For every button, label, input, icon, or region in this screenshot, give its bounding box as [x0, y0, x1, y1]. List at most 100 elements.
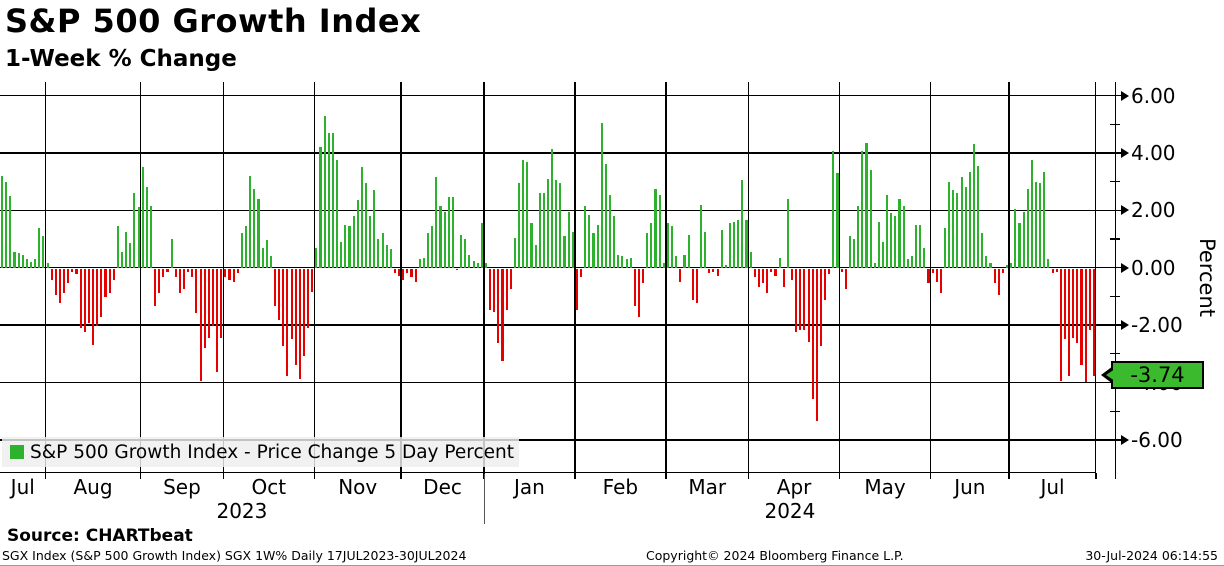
- gridline-horizontal: [0, 267, 1095, 269]
- bar: [472, 260, 475, 268]
- plot-area[interactable]: [0, 82, 1096, 473]
- gridline-vertical: [665, 82, 667, 472]
- bar: [695, 268, 698, 304]
- bar: [542, 193, 545, 268]
- bar: [373, 190, 376, 268]
- bar: [977, 165, 980, 268]
- x-axis-month-label: May: [864, 475, 906, 499]
- bar: [145, 187, 148, 268]
- bar: [778, 257, 781, 268]
- bar: [683, 254, 686, 268]
- bar: [815, 268, 818, 421]
- bar: [1076, 268, 1079, 344]
- bar: [1018, 223, 1021, 268]
- bar: [1039, 183, 1042, 268]
- bar: [952, 190, 955, 268]
- x-axis-month-label: Jul: [1040, 475, 1065, 499]
- bar: [406, 268, 409, 273]
- bar: [410, 268, 413, 278]
- bar: [873, 263, 876, 268]
- bar: [811, 268, 814, 400]
- bar: [981, 233, 984, 268]
- bar: [269, 256, 272, 268]
- y-axis-tick-arrow-icon: [1121, 205, 1129, 216]
- bar: [294, 268, 297, 365]
- bar: [1014, 208, 1017, 268]
- y-axis: 6.004.002.000.00-2.00-4.00-6.00: [1096, 82, 1224, 479]
- bar: [939, 268, 942, 294]
- bar: [608, 194, 612, 268]
- gridline-vertical: [1008, 82, 1010, 472]
- bar: [464, 239, 467, 268]
- bar: [728, 223, 732, 268]
- bar: [559, 183, 562, 268]
- bar: [398, 268, 401, 276]
- x-axis-tick: [139, 473, 142, 479]
- bar: [621, 256, 624, 268]
- gridline-vertical: [574, 82, 576, 472]
- bar: [704, 231, 707, 268]
- bar: [964, 187, 967, 268]
- bar: [580, 268, 583, 278]
- bar: [232, 268, 235, 282]
- x-axis-month-label: Jul: [10, 475, 35, 499]
- bar: [356, 200, 359, 268]
- bar: [108, 268, 111, 294]
- bar: [646, 233, 649, 268]
- legend-label: S&P 500 Growth Index - Price Change 5 Da…: [30, 441, 514, 463]
- bar: [832, 151, 835, 268]
- bar: [236, 268, 239, 273]
- bar: [708, 268, 711, 273]
- bar: [211, 268, 215, 327]
- bar: [613, 216, 616, 268]
- y-axis-tick: [1096, 439, 1122, 441]
- gridline-horizontal: [0, 94, 1095, 97]
- bar: [178, 268, 181, 294]
- bar: [290, 268, 293, 339]
- bar: [265, 240, 268, 268]
- bar: [29, 261, 33, 268]
- y-axis-tick-arrow-icon: [1121, 320, 1129, 331]
- bar: [526, 161, 529, 268]
- bar: [307, 268, 310, 328]
- bar: [625, 259, 628, 268]
- y-axis-tick-arrow-icon: [1121, 147, 1129, 158]
- bar: [129, 243, 132, 268]
- x-axis-month-label: Dec: [423, 475, 462, 499]
- bar: [985, 256, 988, 268]
- gridline-horizontal: [0, 324, 1095, 326]
- bar: [935, 268, 938, 282]
- bar: [563, 236, 566, 268]
- bar: [584, 205, 587, 268]
- bar: [455, 268, 459, 271]
- bar: [207, 268, 210, 338]
- x-axis-tick: [574, 473, 576, 479]
- bar: [348, 226, 351, 268]
- y-axis-tick-label: -2.00: [1131, 313, 1183, 338]
- gridline-vertical: [313, 82, 315, 472]
- bar: [902, 205, 905, 268]
- bar: [360, 167, 363, 268]
- bar: [427, 233, 430, 268]
- bar: [600, 122, 603, 268]
- bar: [662, 263, 665, 268]
- bar: [766, 268, 769, 294]
- bar: [460, 234, 463, 268]
- bar: [104, 268, 107, 298]
- bar: [187, 268, 190, 272]
- bar: [910, 256, 913, 268]
- bar: [886, 194, 889, 268]
- y-axis-tick: [1096, 152, 1122, 154]
- bar: [567, 211, 570, 268]
- bar: [538, 193, 541, 268]
- bar: [1043, 171, 1046, 268]
- bar: [125, 231, 128, 268]
- bar: [71, 268, 74, 272]
- bar: [881, 241, 885, 268]
- bar: [877, 221, 880, 268]
- gridline-vertical: [747, 82, 750, 472]
- bar: [381, 233, 384, 268]
- x-axis-tick: [1008, 473, 1010, 479]
- bar: [824, 268, 827, 301]
- bar: [555, 180, 558, 268]
